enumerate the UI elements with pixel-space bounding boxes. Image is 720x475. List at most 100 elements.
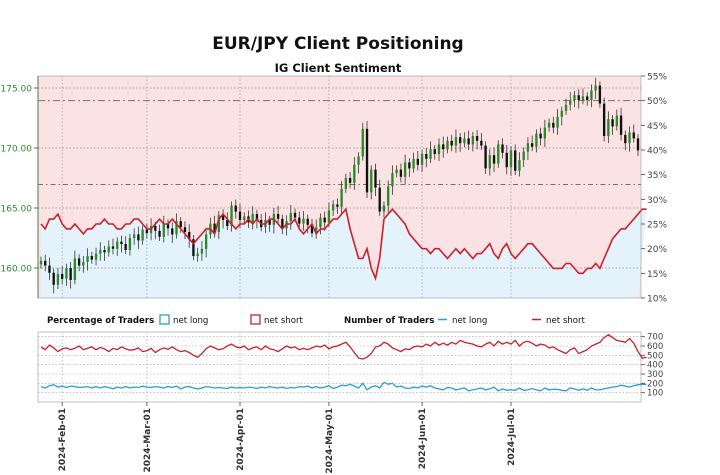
price-candle: [475, 130, 479, 150]
candle-body: [632, 132, 635, 139]
candle-body: [552, 122, 555, 128]
candle-body: [607, 119, 610, 136]
price-candle: [99, 242, 102, 261]
candle-body: [530, 143, 534, 147]
candle-body: [145, 229, 149, 234]
price-candle: [171, 222, 174, 243]
candle-body: [234, 205, 237, 212]
candle-body: [395, 169, 398, 174]
price-candle: [573, 91, 576, 108]
percent-tick-label: 50%: [647, 97, 667, 107]
candle-body: [598, 85, 602, 104]
price-tick-label: 160.00: [1, 265, 33, 275]
price-candle: [450, 134, 453, 152]
price-candle: [492, 147, 496, 173]
candle-body: [573, 95, 576, 100]
candle-body: [382, 205, 386, 212]
candle-body: [467, 138, 470, 145]
candle-body: [420, 154, 424, 165]
price-candle: [458, 133, 462, 152]
percent-tick-label: 55%: [647, 73, 667, 83]
price-candle: [116, 237, 119, 256]
price-candle: [196, 247, 199, 262]
candle-body: [327, 210, 331, 223]
price-candle: [73, 250, 77, 285]
candle-body: [416, 158, 420, 165]
price-candle: [77, 254, 81, 272]
price-candle: [598, 81, 602, 108]
price-candle: [94, 247, 98, 266]
price-candle: [175, 213, 178, 239]
price-candle: [65, 263, 68, 286]
candle-body: [86, 256, 89, 262]
candle-body: [306, 218, 309, 225]
candle-body: [463, 138, 466, 144]
candle-body: [192, 239, 195, 256]
price-candle: [48, 257, 51, 280]
candle-body: [539, 133, 542, 139]
percentage-legend-title: Percentage of Traders: [47, 316, 154, 326]
price-candle: [145, 223, 149, 239]
price-candle: [505, 145, 508, 175]
price-candle: [226, 212, 229, 231]
candle-body: [408, 162, 411, 169]
price-candle: [509, 146, 513, 176]
candle-body: [391, 173, 394, 187]
price-candle: [403, 154, 407, 184]
price-candle: [204, 230, 208, 258]
price-candle: [315, 219, 318, 239]
chart-title: EUR/JPY Client Positioning: [212, 34, 463, 54]
price-candle: [636, 134, 640, 157]
candle-body: [526, 143, 530, 152]
candle-body: [213, 223, 216, 232]
candle-body: [624, 134, 627, 144]
candle-body: [132, 234, 136, 238]
price-candle: [111, 238, 115, 255]
price-candle: [429, 141, 432, 163]
candle-body: [251, 214, 254, 223]
count-panel-frame: [37, 331, 642, 403]
candle-body: [48, 265, 51, 273]
price-candle: [518, 152, 521, 177]
price-candle: [120, 235, 123, 253]
price-candle: [158, 224, 161, 241]
price-candle: [179, 217, 182, 233]
price-candle: [382, 201, 386, 218]
candle-body: [65, 268, 68, 279]
candle-body: [319, 217, 322, 228]
price-candle: [564, 98, 568, 115]
candle-body: [425, 154, 428, 159]
candle-body: [581, 96, 585, 100]
price-candle: [602, 97, 606, 142]
candle-body: [492, 155, 496, 164]
price-candle: [298, 211, 301, 230]
price-candle: [132, 228, 136, 246]
price-candle: [547, 118, 551, 132]
percent-tick-label: 15%: [647, 270, 667, 280]
price-candle: [192, 235, 195, 261]
candle-body: [399, 169, 403, 177]
price-tick-label: 175.00: [1, 85, 33, 95]
price-candle: [543, 119, 547, 147]
candle-body: [497, 144, 500, 164]
price-candle: [357, 152, 360, 174]
candle-body: [82, 262, 85, 266]
candle-body: [336, 204, 339, 207]
candle-body: [238, 211, 242, 220]
price-candle: [463, 132, 466, 148]
price-candle: [90, 251, 93, 264]
pct-short-swatch: [250, 314, 261, 325]
candle-body: [484, 145, 487, 169]
price-candle: [289, 205, 292, 230]
price-candle: [530, 135, 534, 151]
candle-body: [480, 140, 483, 146]
net-short-percentage-line: [40, 207, 647, 281]
price-candle: [44, 254, 47, 272]
pct-short-label: net short: [264, 316, 304, 326]
price-candle: [141, 225, 144, 245]
price-candle: [586, 92, 589, 106]
candle-body: [183, 227, 187, 232]
price-candle: [82, 256, 85, 273]
candle-body: [611, 119, 614, 127]
price-candle: [234, 199, 237, 219]
